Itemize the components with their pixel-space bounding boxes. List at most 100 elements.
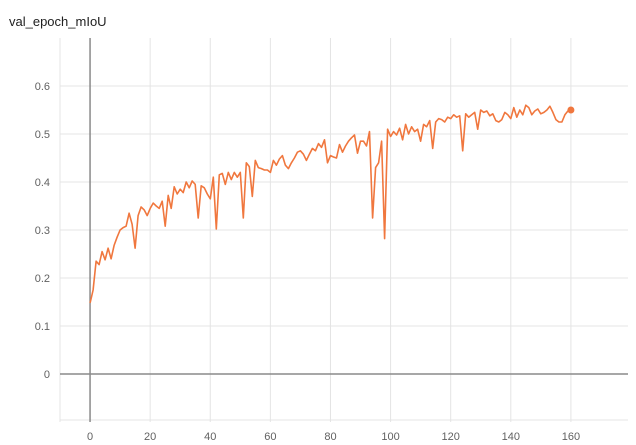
data-point — [258, 167, 260, 169]
data-point — [426, 126, 428, 128]
data-point — [170, 208, 172, 210]
data-point — [402, 139, 404, 141]
data-point — [390, 136, 392, 138]
data-point — [555, 119, 557, 121]
data-point — [137, 215, 139, 217]
data-point — [441, 119, 443, 121]
grid-lines — [59, 38, 628, 422]
data-point — [399, 127, 401, 129]
data-point — [453, 114, 455, 116]
data-point — [375, 167, 377, 169]
data-point — [234, 172, 236, 174]
data-point — [125, 225, 127, 227]
data-point — [369, 131, 371, 133]
y-tick-label: 0.2 — [35, 273, 50, 285]
data-point — [197, 217, 199, 219]
data-point — [444, 121, 446, 123]
data-point — [450, 118, 452, 120]
y-tick-label: 0 — [44, 369, 50, 381]
data-point — [420, 140, 422, 142]
data-point — [333, 156, 335, 158]
data-point — [122, 227, 124, 229]
data-point — [342, 151, 344, 153]
data-point — [540, 113, 542, 115]
data-point — [128, 212, 130, 214]
data-point — [306, 160, 308, 162]
data-point — [339, 144, 341, 146]
data-point — [531, 114, 533, 116]
data-point — [417, 128, 419, 130]
data-point — [285, 164, 287, 166]
data-point — [146, 215, 148, 217]
data-point — [203, 187, 205, 189]
data-point — [387, 128, 389, 130]
data-point — [315, 150, 317, 152]
x-tick-label: 40 — [204, 431, 216, 443]
data-point — [231, 179, 233, 181]
data-point — [255, 160, 257, 162]
data-point — [110, 258, 112, 260]
data-point — [188, 187, 190, 189]
x-tick-label: 160 — [562, 431, 580, 443]
data-point — [471, 114, 473, 116]
last-point-marker[interactable] — [567, 106, 575, 114]
data-point — [351, 137, 353, 139]
data-point — [501, 119, 503, 121]
y-tick-label: 0.1 — [35, 321, 50, 333]
data-point — [423, 124, 425, 126]
x-tick-label: 0 — [87, 431, 93, 443]
data-point — [459, 115, 461, 117]
data-point — [429, 120, 431, 122]
y-tick-label: 0.3 — [35, 225, 50, 237]
data-point — [179, 188, 181, 190]
data-point — [209, 198, 211, 200]
data-point — [546, 109, 548, 111]
data-point — [297, 151, 299, 153]
data-point — [411, 126, 413, 128]
x-tick-label: 120 — [442, 431, 460, 443]
data-point — [456, 116, 458, 118]
data-point — [113, 245, 115, 247]
data-point — [465, 113, 467, 115]
data-point — [185, 181, 187, 183]
data-point — [357, 152, 359, 154]
data-point — [252, 196, 254, 198]
data-point — [558, 121, 560, 123]
data-point — [215, 228, 217, 230]
data-point — [312, 148, 314, 150]
data-point — [564, 114, 566, 116]
data-point — [276, 164, 278, 166]
data-point — [327, 162, 329, 164]
data-point — [294, 157, 296, 159]
data-point — [191, 180, 193, 182]
data-point — [164, 225, 166, 227]
data-point — [486, 110, 488, 112]
data-point — [483, 112, 485, 114]
x-tick-label: 140 — [502, 431, 520, 443]
data-point — [462, 150, 464, 152]
data-point — [561, 121, 563, 123]
data-point — [354, 134, 356, 136]
x-tick-label: 20 — [144, 431, 156, 443]
data-point — [149, 208, 151, 210]
data-point — [240, 172, 242, 174]
data-point — [273, 160, 275, 162]
data-point — [173, 186, 175, 188]
data-point — [101, 251, 103, 253]
y-tick-label: 0.6 — [35, 81, 50, 93]
data-point — [182, 192, 184, 194]
series-line — [89, 104, 572, 304]
data-point — [525, 104, 527, 106]
x-tick-labels: 0 20 40 60 80 100 120 140 160 — [87, 431, 580, 443]
data-point — [438, 118, 440, 120]
data-point — [224, 184, 226, 186]
data-point — [249, 166, 251, 168]
data-point — [378, 162, 380, 164]
data-point — [143, 209, 145, 211]
y-tick-label: 0.4 — [35, 177, 50, 189]
data-point — [264, 169, 266, 171]
x-tick-label: 100 — [381, 431, 399, 443]
data-point — [167, 195, 169, 197]
data-point — [270, 172, 272, 174]
